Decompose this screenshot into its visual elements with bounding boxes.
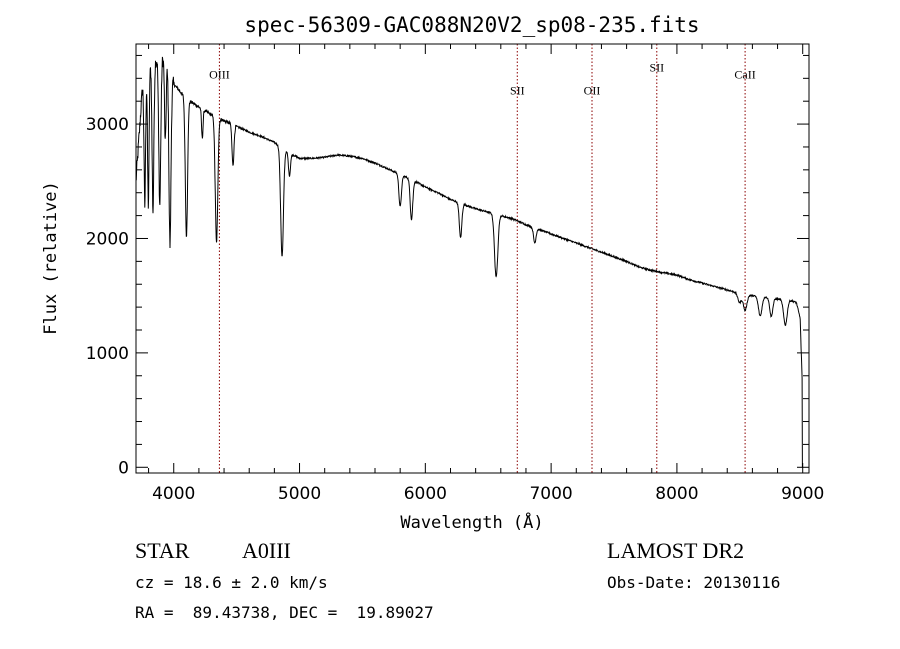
spectrum-line: [135, 56, 803, 468]
line-marker-label: SII: [649, 60, 664, 74]
line-marker-label: OIII: [209, 67, 230, 81]
chart-title: spec-56309-GAC088N20V2_sp08-235.fits: [244, 13, 699, 37]
line-marker-label: OII: [584, 83, 601, 97]
x-tick-label: 7000: [529, 484, 572, 504]
coordinates-text: RA = 89.43738, DEC = 19.89027: [135, 603, 434, 622]
x-tick-label: 9000: [781, 484, 824, 504]
x-tick-label: 5000: [278, 484, 321, 504]
y-tick-label: 1000: [86, 344, 129, 364]
object-class: STAR: [135, 538, 190, 563]
x-axis-label: Wavelength (Å): [400, 511, 543, 533]
annotation-layer: OIII SII OII SII CaII: [209, 44, 756, 473]
x-tick-label: 8000: [655, 484, 698, 504]
y-tick-label: 3000: [86, 115, 129, 135]
x-tick-label: 6000: [404, 484, 447, 504]
survey-name: LAMOST DR2: [607, 538, 745, 563]
line-marker-label: CaII: [734, 67, 755, 81]
y-axis-label: Flux (relative): [41, 181, 61, 335]
redshift-text: cz = 18.6 ± 2.0 km/s: [135, 573, 328, 592]
line-marker-label: SII: [510, 83, 525, 97]
object-subclass: A0III: [242, 538, 291, 563]
tick-layer: 4000 5000 6000 7000 8000 9000 0 1000 2000 3000: [86, 44, 824, 504]
obs-date-text: Obs-Date: 20130116: [607, 573, 781, 592]
plot-frame: [135, 43, 810, 474]
y-tick-label: 0: [118, 458, 129, 478]
x-tick-label: 4000: [152, 484, 195, 504]
y-tick-label: 2000: [86, 229, 129, 249]
